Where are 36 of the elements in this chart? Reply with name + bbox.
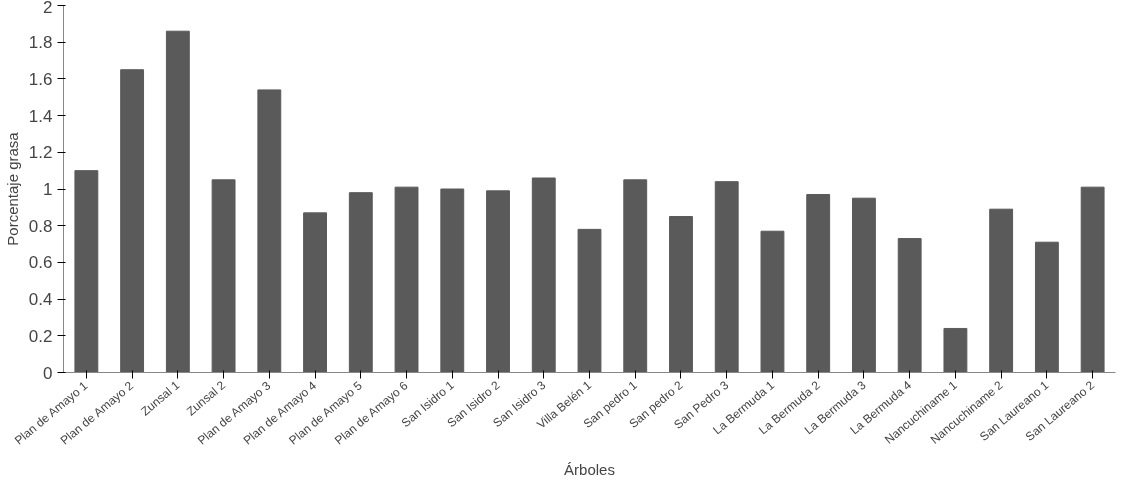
y-tick-label: 1.6 [28,69,53,89]
bar [714,181,739,373]
bar [120,69,145,373]
y-tick-label: 0.6 [28,253,53,273]
y-tick-label: 0.8 [28,216,53,236]
bar [74,170,99,373]
bar [760,230,785,373]
x-axis-title: Árboles [564,460,615,478]
y-tick-label: 1 [43,180,53,199]
bar [531,177,556,373]
y-tick-label: 0 [43,363,53,383]
y-tick-label: 1.4 [28,106,53,126]
bar [211,179,236,373]
bar [1034,241,1059,373]
bar [348,192,373,373]
bar [486,190,510,373]
bar [806,194,831,373]
bar [943,327,968,373]
bar [669,216,693,373]
bar [989,208,1014,373]
bar [577,228,602,373]
bar [303,212,327,373]
bar [165,30,190,373]
bar [852,197,876,373]
y-tick-label: 0.4 [28,290,53,310]
y-axis-title: Porcentaje grasa [3,131,21,246]
bar [394,186,419,373]
y-tick-label: 0.2 [28,326,53,346]
bar [1080,186,1105,373]
y-tick-label: 1.2 [28,143,53,163]
y-tick-label: 1.8 [28,33,53,53]
y-tick-label: 2 [43,0,53,17]
bar [623,179,648,373]
bar [440,188,465,373]
bar [257,89,282,373]
bar [897,238,922,373]
